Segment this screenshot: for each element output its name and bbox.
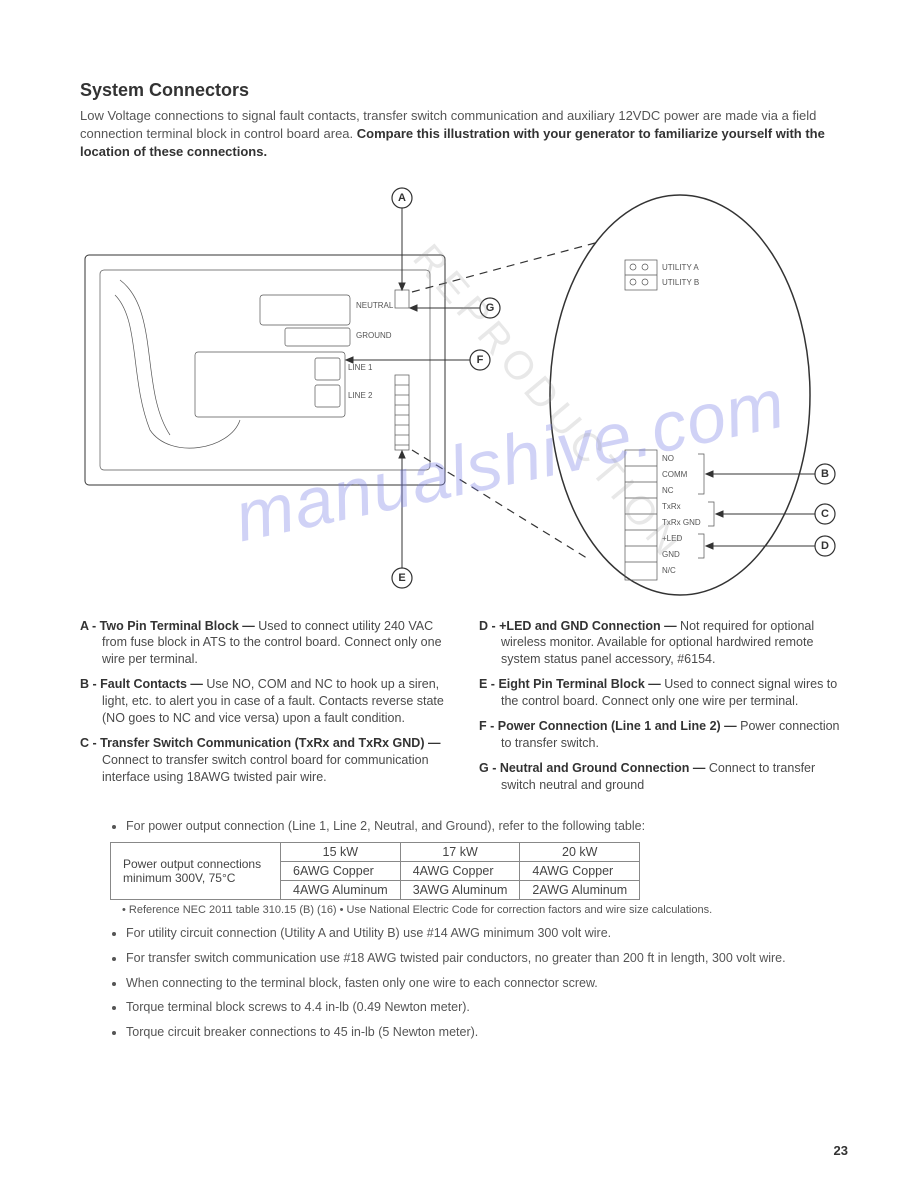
zoom-label-nc2: N/C [662, 566, 676, 575]
zoom-label-comm: COMM [662, 470, 688, 479]
wire-table: Power output connections minimum 300V, 7… [110, 842, 640, 900]
cell-al-1: 4AWG Aluminum [281, 881, 401, 900]
cell-cu-1: 6AWG Copper [281, 862, 401, 881]
zoom-label-utility-a: UTILITY A [662, 263, 699, 272]
bullet-item: When connecting to the terminal block, f… [126, 974, 848, 993]
callout-a: A [398, 192, 406, 204]
bullet-item: For utility circuit connection (Utility … [126, 924, 848, 943]
table-col-1: 15 kW [281, 843, 401, 862]
def-b: B - Fault Contacts — Use NO, COM and NC … [80, 676, 449, 727]
cell-al-2: 3AWG Aluminum [400, 881, 520, 900]
definitions-left-col: A - Two Pin Terminal Block — Used to con… [80, 618, 449, 802]
bullet-item: Torque circuit breaker connections to 45… [126, 1023, 848, 1042]
def-c-body: Connect to transfer switch control board… [102, 753, 429, 784]
callout-g: G [486, 302, 495, 314]
cell-cu-2: 4AWG Copper [400, 862, 520, 881]
bullet-list-rest: For utility circuit connection (Utility … [80, 924, 848, 1042]
zoom-label-utility-b: UTILITY B [662, 278, 699, 287]
cell-al-3: 2AWG Aluminum [520, 881, 640, 900]
zoom-label-nc: NC [662, 486, 674, 495]
section-title: System Connectors [80, 80, 848, 101]
def-b-lead: B - Fault Contacts — [80, 677, 206, 691]
def-f: F - Power Connection (Line 1 and Line 2)… [479, 718, 848, 752]
diagram: NEUTRAL GROUND LINE 1 LINE 2 UTILITY A U… [80, 180, 840, 600]
intro-paragraph: Low Voltage connections to signal fault … [80, 107, 848, 162]
callout-d: D [821, 540, 829, 552]
def-c: C - Transfer Switch Communication (TxRx … [80, 735, 449, 786]
def-a-lead: A - Two Pin Terminal Block — [80, 619, 258, 633]
def-g-lead: G - Neutral and Ground Connection — [479, 761, 709, 775]
zoom-label-txrxgnd: TxRx GND [662, 518, 701, 527]
table-col-3: 20 kW [520, 843, 640, 862]
label-ground: GROUND [356, 331, 392, 340]
zoom-label-led: +LED [662, 534, 682, 543]
diagram-svg: NEUTRAL GROUND LINE 1 LINE 2 UTILITY A U… [80, 180, 840, 600]
bullet-item: For transfer switch communication use #1… [126, 949, 848, 968]
def-e-lead: E - Eight Pin Terminal Block — [479, 677, 664, 691]
table-rowhead: Power output connections minimum 300V, 7… [111, 843, 281, 900]
callout-e: E [398, 572, 405, 584]
bullet-list: For power output connection (Line 1, Lin… [80, 817, 848, 836]
table-row: Power output connections minimum 300V, 7… [111, 843, 640, 862]
def-e: E - Eight Pin Terminal Block — Used to c… [479, 676, 848, 710]
def-f-lead: F - Power Connection (Line 1 and Line 2)… [479, 719, 740, 733]
def-d-lead: D - +LED and GND Connection — [479, 619, 680, 633]
zoom-label-txrx: TxRx [662, 502, 681, 511]
cell-cu-3: 4AWG Copper [520, 862, 640, 881]
page-number: 23 [834, 1143, 848, 1158]
bullet-table-intro: For power output connection (Line 1, Lin… [126, 817, 848, 836]
label-neutral: NEUTRAL [356, 301, 394, 310]
table-col-2: 17 kW [400, 843, 520, 862]
def-c-lead: C - Transfer Switch Communication (TxRx … [80, 736, 440, 750]
def-d: D - +LED and GND Connection — Not requir… [479, 618, 848, 669]
zoom-label-gnd: GND [662, 550, 680, 559]
bullet-item: Torque terminal block screws to 4.4 in-l… [126, 998, 848, 1017]
label-line2: LINE 2 [348, 391, 373, 400]
callout-b: B [821, 468, 829, 480]
callout-f: F [477, 354, 484, 366]
zoom-label-no: NO [662, 454, 674, 463]
def-g: G - Neutral and Ground Connection — Conn… [479, 760, 848, 794]
definitions-right-col: D - +LED and GND Connection — Not requir… [479, 618, 848, 802]
callout-c: C [821, 508, 829, 520]
label-line1: LINE 1 [348, 363, 373, 372]
definitions: A - Two Pin Terminal Block — Used to con… [80, 618, 848, 802]
def-a: A - Two Pin Terminal Block — Used to con… [80, 618, 449, 669]
table-footnote: • Reference NEC 2011 table 310.15 (B) (1… [122, 904, 848, 916]
